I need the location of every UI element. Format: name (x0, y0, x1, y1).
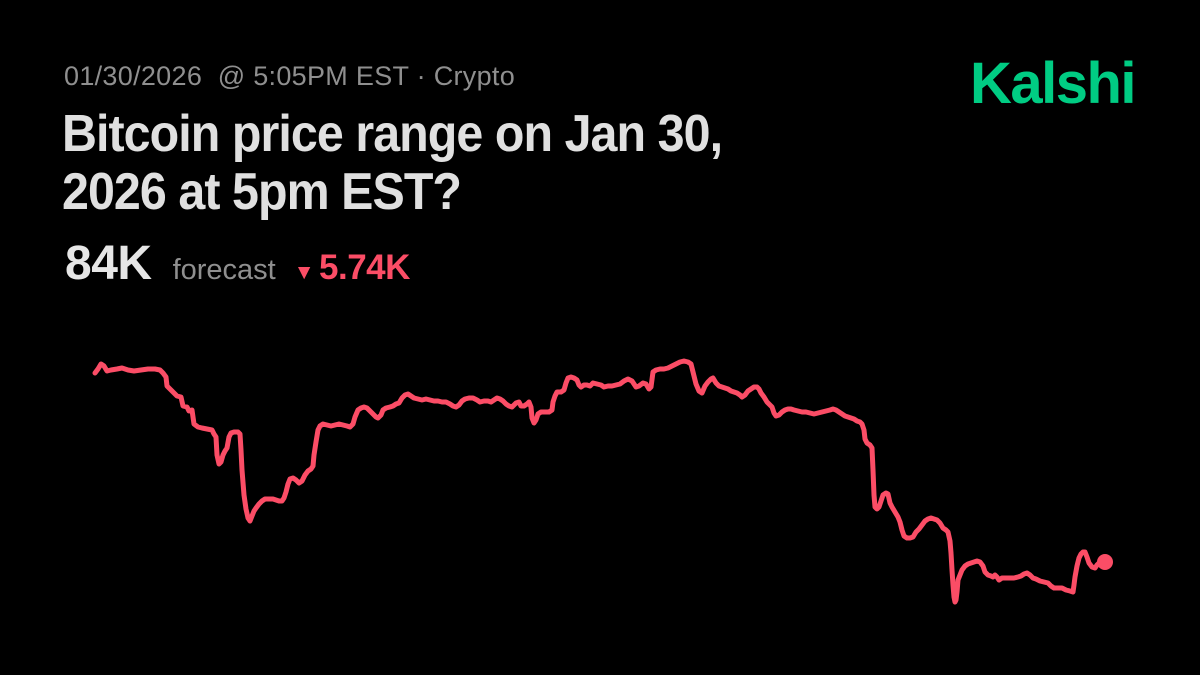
forecast-label: forecast (172, 254, 276, 286)
forecast-change: ▼ 5.74K (293, 248, 411, 287)
market-title-line-2: 2026 at 5pm EST? (62, 163, 462, 221)
forecast-value: 84K (65, 237, 152, 290)
down-triangle-icon: ▼ (293, 261, 315, 284)
market-title-line-1: Bitcoin price range on Jan 30, (62, 105, 723, 163)
price-line (92, 358, 1108, 605)
kalshi-logo: Kalshi (969, 51, 1137, 116)
event-meta: 01/30/2026 @ 5:05PM EST · Crypto (64, 61, 516, 91)
forecast-change-value: 5.74K (319, 248, 410, 287)
forecast-row: 84K forecast ▼ 5.74K (65, 240, 410, 288)
price-line-end-dot (1097, 554, 1113, 570)
market-title: Bitcoin price range on Jan 30, 2026 at 5… (62, 105, 723, 221)
